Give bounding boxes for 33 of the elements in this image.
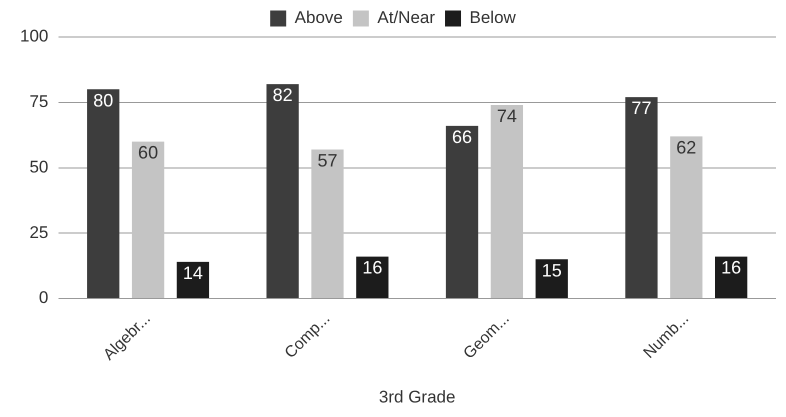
bar [87, 89, 120, 298]
bar [670, 136, 702, 298]
data-label: 77 [631, 98, 652, 118]
y-tick-label: 25 [29, 222, 48, 242]
legend-label: Below [470, 8, 517, 28]
data-label: 60 [138, 142, 158, 163]
x-axis-title: 3rd Grade [378, 387, 456, 406]
data-label: 80 [93, 90, 114, 110]
bar [311, 149, 344, 298]
bar [715, 256, 748, 298]
bar [356, 256, 388, 298]
y-tick-label: 75 [29, 92, 48, 112]
y-tick-label: 100 [20, 26, 48, 46]
bar [490, 104, 524, 298]
data-label: 57 [317, 150, 338, 170]
bar [132, 142, 164, 298]
legend-label: Above [294, 8, 343, 28]
y-tick-label: 0 [38, 288, 48, 308]
bar [176, 262, 210, 298]
data-label: 74 [496, 106, 517, 126]
data-label: 66 [452, 126, 472, 147]
bar [536, 259, 568, 298]
data-label: 15 [542, 260, 562, 280]
data-label: 82 [272, 85, 293, 106]
bar [625, 97, 658, 298]
data-label: 16 [362, 258, 382, 278]
legend-label: At/Near [377, 8, 436, 28]
data-label: 62 [676, 137, 696, 158]
data-label: 16 [721, 258, 742, 278]
bar [266, 84, 299, 298]
y-tick-label: 50 [29, 157, 48, 176]
bar [446, 126, 478, 298]
data-label: 14 [182, 262, 203, 283]
